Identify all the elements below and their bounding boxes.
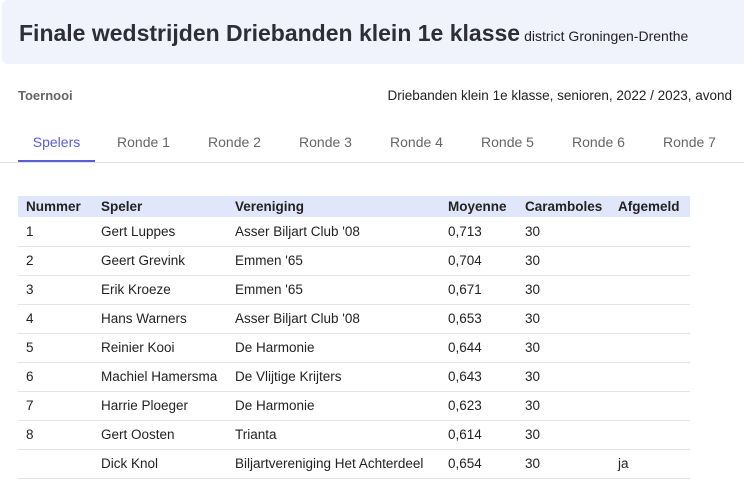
tab-spelers[interactable]: Spelers	[18, 134, 95, 162]
table-row: 7 Harrie Ploeger De Harmonie 0,623 30	[18, 391, 690, 421]
page-subtitle: district Groningen-Drenthe	[524, 28, 689, 44]
cell-caramboles: 30	[517, 362, 610, 392]
cell-afgemeld	[610, 275, 690, 305]
cell-caramboles: 30	[517, 275, 610, 305]
cell-vereniging: Trianta	[227, 420, 440, 450]
cell-speler: Machiel Hamersma	[93, 362, 227, 392]
cell-caramboles: 30	[517, 449, 610, 479]
column-header-nummer[interactable]: Nummer	[18, 196, 93, 217]
cell-moyenne: 0,614	[440, 420, 517, 450]
column-header-vereniging[interactable]: Vereniging	[227, 196, 440, 217]
table-row: 4 Hans Warners Asser Biljart Club '08 0,653…	[18, 304, 690, 334]
table-row: 8 Gert Oosten Trianta 0,614 30	[18, 420, 690, 450]
table-row: 3 Erik Kroeze Emmen '65 0,671 30	[18, 275, 690, 305]
cell-moyenne: 0,671	[440, 275, 517, 305]
cell-nummer	[18, 449, 93, 479]
page-header: Finale wedstrijden Driebanden klein 1e k…	[2, 0, 744, 64]
cell-moyenne: 0,713	[440, 217, 517, 247]
cell-caramboles: 30	[517, 246, 610, 276]
cell-caramboles: 30	[517, 333, 610, 363]
cell-afgemeld	[610, 217, 690, 247]
column-header-speler[interactable]: Speler	[93, 196, 227, 217]
cell-afgemeld	[610, 304, 690, 334]
tab-ronde-2[interactable]: Ronde 2	[208, 134, 261, 150]
table-row: 1 Gert Luppes Asser Biljart Club '08 0,713 3…	[18, 217, 690, 247]
cell-vereniging: De Vlijtige Krijters	[227, 362, 440, 392]
cell-speler: Geert Grevink	[93, 246, 227, 276]
tab-ronde-1[interactable]: Ronde 1	[117, 134, 170, 150]
cell-nummer: 1	[18, 217, 93, 247]
cell-caramboles: 30	[517, 304, 610, 334]
cell-moyenne: 0,654	[440, 449, 517, 479]
table-header-row: Nummer Speler Vereniging Moyenne Caramboles A…	[18, 196, 690, 217]
cell-nummer: 2	[18, 246, 93, 276]
tournament-value: Driebanden klein 1e klasse, senioren, 20…	[387, 88, 733, 103]
cell-speler: Erik Kroeze	[93, 275, 227, 305]
cell-vereniging: Biljartvereniging Het Achterdeel	[227, 449, 440, 479]
cell-afgemeld	[610, 420, 690, 450]
cell-speler: Gert Oosten	[93, 420, 227, 450]
cell-moyenne: 0,653	[440, 304, 517, 334]
tab-ronde-4[interactable]: Ronde 4	[390, 134, 443, 150]
cell-caramboles: 30	[517, 217, 610, 247]
cell-caramboles: 30	[517, 420, 610, 450]
cell-nummer: 8	[18, 420, 93, 450]
cell-nummer: 6	[18, 362, 93, 392]
tab-bar: Spelers Ronde 1 Ronde 2 Ronde 3 Ronde 4 Ronde…	[0, 128, 744, 163]
table-row: 5 Reinier Kooi De Harmonie 0,644 30	[18, 333, 690, 363]
cell-afgemeld	[610, 391, 690, 421]
cell-nummer: 3	[18, 275, 93, 305]
tournament-label: Toernooi	[18, 88, 73, 103]
cell-vereniging: De Harmonie	[227, 391, 440, 421]
cell-vereniging: Asser Biljart Club '08	[227, 217, 440, 247]
table-row: 6 Machiel Hamersma De Vlijtige Krijters 0,6…	[18, 362, 690, 392]
table-row: Dick Knol Biljartvereniging Het Achterdee…	[18, 449, 690, 479]
cell-caramboles: 30	[517, 391, 610, 421]
cell-speler: Reinier Kooi	[93, 333, 227, 363]
players-table: Nummer Speler Vereniging Moyenne Caramboles A…	[18, 196, 690, 479]
cell-moyenne: 0,643	[440, 362, 517, 392]
column-header-moyenne[interactable]: Moyenne	[440, 196, 517, 217]
cell-moyenne: 0,623	[440, 391, 517, 421]
page-title: Finale wedstrijden Driebanden klein 1e k…	[19, 20, 688, 47]
cell-speler: Gert Luppes	[93, 217, 227, 247]
cell-speler: Hans Warners	[93, 304, 227, 334]
cell-speler: Harrie Ploeger	[93, 391, 227, 421]
cell-nummer: 7	[18, 391, 93, 421]
cell-afgemeld: ja	[610, 449, 690, 479]
tab-ronde-5[interactable]: Ronde 5	[481, 134, 534, 150]
cell-moyenne: 0,704	[440, 246, 517, 276]
tab-ronde-6[interactable]: Ronde 6	[572, 134, 625, 150]
cell-moyenne: 0,644	[440, 333, 517, 363]
cell-vereniging: Emmen '65	[227, 275, 440, 305]
column-header-afgemeld[interactable]: Afgemeld	[610, 196, 690, 217]
cell-vereniging: De Harmonie	[227, 333, 440, 363]
column-header-caramboles[interactable]: Caramboles	[517, 196, 610, 217]
cell-afgemeld	[610, 333, 690, 363]
cell-nummer: 5	[18, 333, 93, 363]
title-text: Finale wedstrijden Driebanden klein 1e k…	[19, 20, 521, 46]
table-row: 2 Geert Grevink Emmen '65 0,704 30	[18, 246, 690, 276]
cell-speler: Dick Knol	[93, 449, 227, 479]
cell-vereniging: Asser Biljart Club '08	[227, 304, 440, 334]
cell-vereniging: Emmen '65	[227, 246, 440, 276]
tab-ronde-3[interactable]: Ronde 3	[299, 134, 352, 150]
cell-afgemeld	[610, 246, 690, 276]
cell-afgemeld	[610, 362, 690, 392]
tab-ronde-7[interactable]: Ronde 7	[663, 134, 716, 150]
cell-nummer: 4	[18, 304, 93, 334]
